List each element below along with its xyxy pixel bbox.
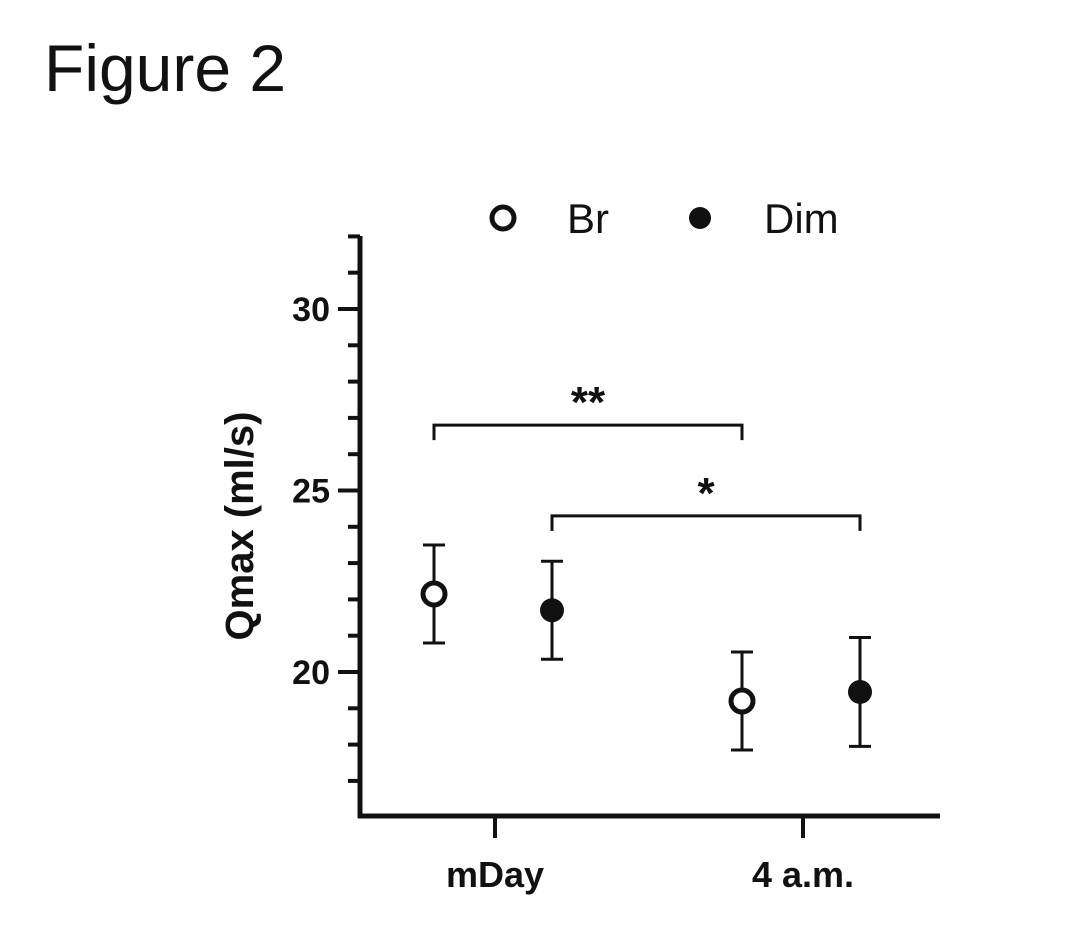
axes: 20 25 30 mDay 4 a.m. xyxy=(292,234,940,895)
data-point-dim xyxy=(848,679,872,704)
significance-label: * xyxy=(697,469,715,518)
x-tick-label: mDay xyxy=(446,854,544,895)
data-marks: *** xyxy=(420,378,872,752)
legend: Br Dim xyxy=(489,195,839,242)
legend-marker-dim xyxy=(689,207,711,229)
significance-label: ** xyxy=(571,378,606,427)
y-tick-label: 25 xyxy=(292,473,330,511)
significance-bracket xyxy=(432,423,744,441)
data-point-dim xyxy=(540,598,564,623)
significance-bracket xyxy=(550,514,862,531)
legend-label-dim: Dim xyxy=(764,195,839,242)
y-tick-label: 20 xyxy=(292,654,330,692)
y-tick-label: 30 xyxy=(292,291,330,329)
legend-label-br: Br xyxy=(567,195,609,242)
data-point-br xyxy=(728,687,756,715)
y-axis-title: Qmax (ml/s) xyxy=(218,412,262,641)
figure-title: Figure 2 xyxy=(44,31,287,105)
legend-marker-br xyxy=(489,204,517,232)
data-point-br xyxy=(420,580,448,608)
x-tick-label: 4 a.m. xyxy=(752,854,854,895)
